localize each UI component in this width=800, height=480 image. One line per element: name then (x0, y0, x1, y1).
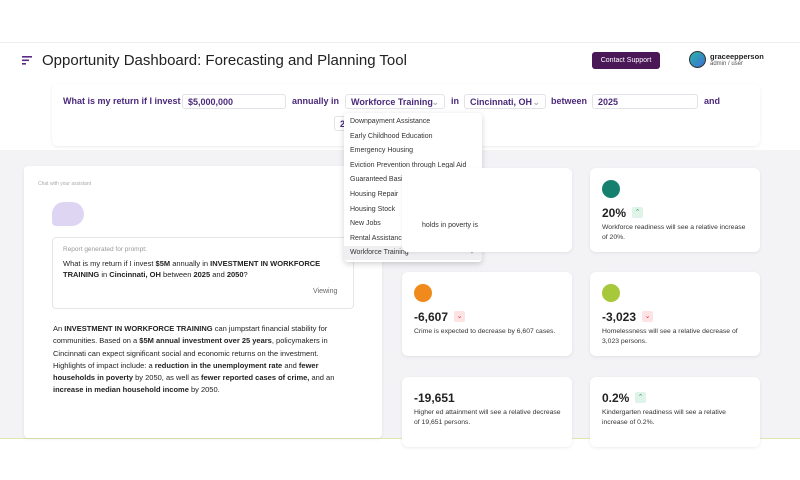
report-text: What is my return if I invest $5M annual… (63, 258, 343, 280)
metric-text: Crime is expected to decrease by 6,607 c… (414, 328, 556, 335)
paragraph-segment: can jumpstart financial stability for co… (53, 324, 328, 346)
form-label: between (551, 96, 588, 106)
report-label: Report generated for prompt: (63, 246, 147, 253)
report-segment: 2025 (193, 270, 211, 279)
contact-button[interactable]: Contact Support (592, 52, 660, 69)
paragraph-segment: by 2050. (188, 385, 220, 395)
form-label: and (704, 96, 721, 106)
paragraph-segment: reduction in the unemployment rate (154, 360, 283, 370)
dropdown-option[interactable]: Housing Stock (350, 205, 396, 213)
report-segment: INVESTMENT IN WORKFORCE TRAINING (63, 259, 321, 279)
dropdown-option[interactable]: New Jobs (350, 220, 381, 228)
metric-card: 0.2% ⌃ Kindergarten readiness will see a r… (590, 377, 760, 447)
form-label: What is my return if I invest (63, 96, 181, 106)
program-value: Workforce Training (351, 97, 433, 107)
metric-value: -6,607 (414, 310, 449, 324)
report-segment: annually in (170, 259, 211, 268)
chevron: ⌄ (431, 97, 439, 107)
decoration (22, 56, 32, 58)
report-segment: ? (243, 270, 248, 279)
page-title: Opportunity Dashboard: Forecasting and P… (42, 52, 407, 69)
metric-value: 0.2% (602, 391, 630, 405)
metric-icon (602, 284, 620, 302)
program-select[interactable]: Workforce Training ⌄ (345, 94, 445, 109)
decoration (22, 63, 26, 65)
user-role: admin / user (710, 61, 744, 67)
paragraph-segment: by 2050, as well as (133, 373, 201, 383)
report-segment: 2050 (226, 270, 244, 279)
trend-badge: ⌄ (642, 311, 653, 322)
decoration (22, 59, 29, 62)
metric-card: -6,607 ⌄ Crime is expected to decrease by … (402, 272, 572, 356)
dropdown-option[interactable]: Housing Repair (350, 191, 399, 198)
metric-text: holds in poverty is (422, 222, 479, 229)
metric-text: Workforce readiness will see a relative … (602, 224, 746, 241)
form-label: in (451, 96, 459, 106)
report-segment: What is my return if I invest (63, 259, 156, 268)
metric-icon (602, 180, 620, 198)
paragraph-segment: , policymakers in Cincinnati can expect … (53, 336, 328, 370)
paragraph-segment: An (53, 324, 65, 333)
start-year-input[interactable]: 2025 (592, 94, 698, 109)
paragraph-segment: and an (309, 373, 335, 383)
metric-icon (414, 284, 432, 302)
report-card (52, 237, 354, 309)
viewing-label[interactable]: Viewing (313, 288, 338, 295)
metric-card: 20% ⌃ Workforce readiness will see a relat… (590, 168, 760, 252)
metric-text: Kindergarten readiness will see a relati… (602, 409, 726, 426)
user-name: graceepperson (710, 52, 764, 61)
chat-bubble (52, 202, 84, 226)
report-segment: between (160, 270, 194, 279)
city-select[interactable]: Cincinnati, OH ⌄ (464, 94, 546, 109)
metric-card: holds in poverty is (402, 168, 572, 252)
city-value: Cincinnati, OH (470, 97, 533, 107)
menu-icon[interactable] (22, 55, 34, 65)
check-mark: ✓ (470, 249, 476, 257)
metric-value: 20% (602, 206, 627, 220)
paragraph-segment: $5M annual investment over 25 years (139, 336, 272, 346)
report-segment: in (99, 270, 110, 279)
paragraph-segment: increase in median household income (53, 385, 189, 395)
dropdown-option[interactable]: Rental Assistance (350, 234, 406, 242)
paragraph-segment: fewer households in poverty (53, 360, 319, 383)
header-bar (0, 42, 800, 83)
form-label: annually in (292, 96, 340, 106)
dropdown-option[interactable]: Emergency Housing (350, 147, 414, 155)
summary-paragraph: An INVESTMENT IN WORKFORCE TRAINING can … (53, 323, 353, 397)
metric-card: -3,023 ⌄ Homelessness will see a relative … (590, 272, 760, 356)
paragraph-segment: INVESTMENT IN WORKFORCE TRAINING (64, 324, 213, 333)
chat-heading: Chat with your assistant (38, 181, 92, 187)
dropdown-option[interactable]: Eviction Prevention through Legal Aid (350, 161, 467, 169)
dropdown-option[interactable]: Early Childhood Education (350, 132, 433, 140)
trend-badge: ⌃ (635, 392, 646, 403)
dropdown-option[interactable]: Downpayment Assistance (350, 118, 431, 125)
avatar[interactable] (689, 51, 706, 68)
report-segment: $5M (155, 259, 171, 268)
trend-badge: ⌄ (454, 311, 465, 322)
paragraph-segment: and (282, 360, 299, 370)
metric-value: -19,651 (414, 391, 455, 405)
metric-card: -19,651 Higher ed attainment will see a r… (402, 377, 572, 447)
report-segment: Cincinnati, OH (109, 270, 161, 279)
metric-value: -3,023 (602, 310, 637, 324)
report-segment: and (210, 270, 227, 279)
paragraph-segment: fewer reported cases of crime, (200, 373, 310, 383)
metric-text: Homelessness will see a relative decreas… (602, 328, 738, 345)
metric-text: Higher ed attainment will see a relative… (414, 409, 561, 426)
amount-input[interactable]: $5,000,000 (182, 94, 286, 109)
trend-badge: ⌃ (632, 207, 643, 218)
chevron: ⌄ (532, 97, 540, 107)
dropdown-option[interactable]: Guaranteed Basic Income (350, 176, 431, 184)
